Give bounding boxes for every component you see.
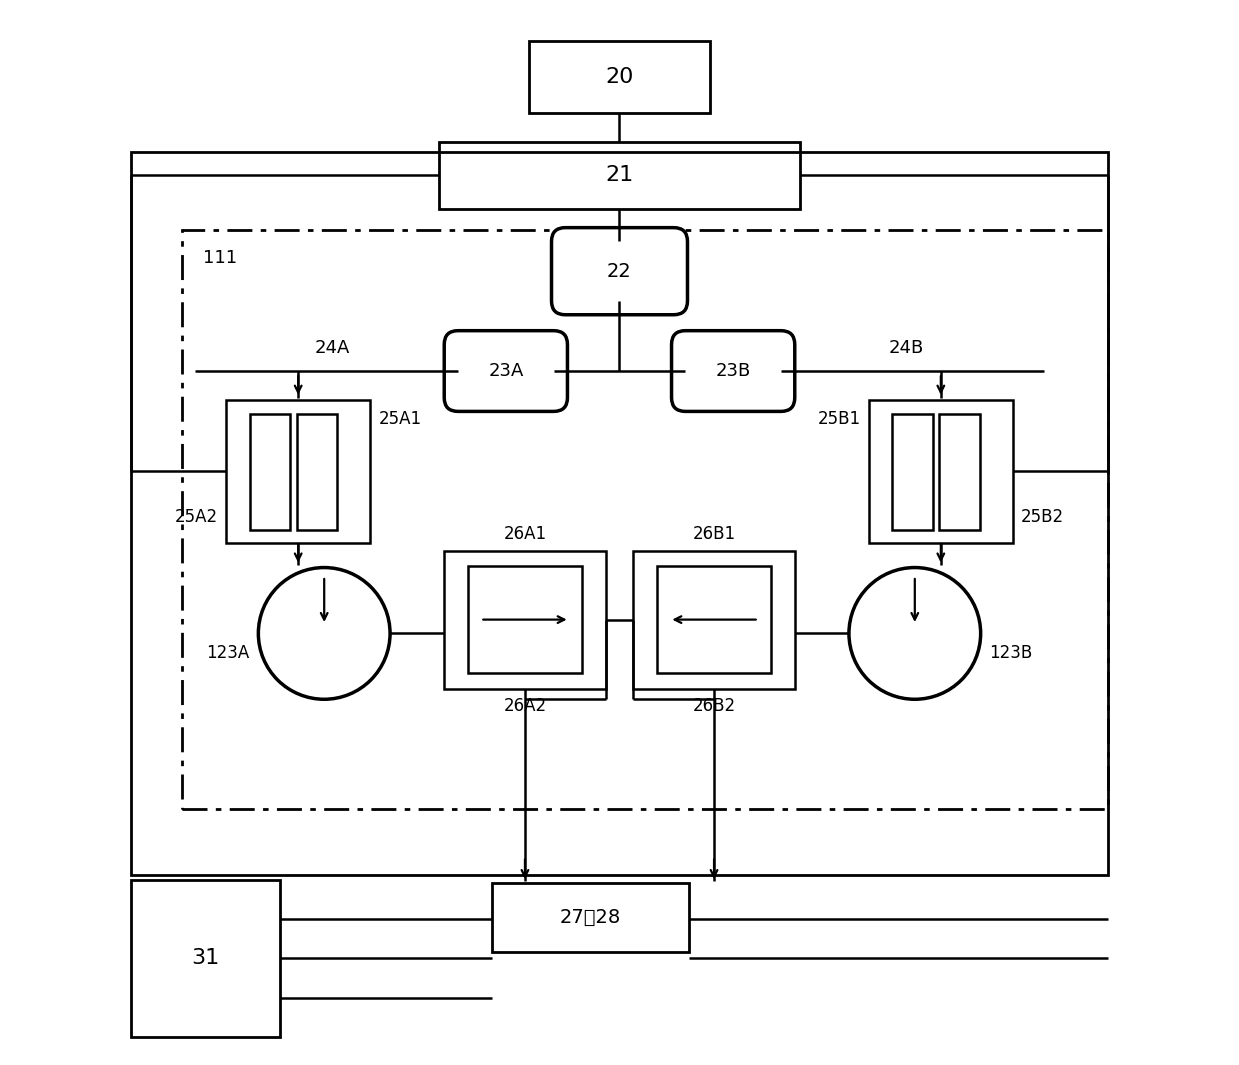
Bar — [439, 142, 800, 209]
Text: 31: 31 — [191, 949, 219, 968]
Bar — [529, 40, 710, 113]
FancyBboxPatch shape — [672, 330, 794, 411]
Bar — [131, 152, 1108, 874]
Bar — [492, 883, 689, 952]
Bar — [131, 880, 280, 1037]
Bar — [182, 230, 1108, 808]
Bar — [445, 551, 606, 689]
Text: 25B1: 25B1 — [818, 410, 861, 428]
Text: 25A1: 25A1 — [378, 410, 421, 428]
Text: 26B1: 26B1 — [693, 525, 736, 542]
Bar — [467, 567, 582, 673]
Text: 25A2: 25A2 — [175, 508, 218, 525]
Bar — [939, 413, 980, 530]
Text: 22: 22 — [607, 262, 632, 281]
Bar — [657, 567, 772, 673]
Bar — [250, 413, 290, 530]
Circle shape — [849, 568, 980, 700]
Text: 27、28: 27、28 — [560, 908, 621, 927]
Text: 111: 111 — [203, 249, 237, 267]
Text: 23B: 23B — [716, 362, 751, 380]
FancyBboxPatch shape — [551, 228, 688, 315]
Bar — [227, 399, 370, 543]
Text: 26A1: 26A1 — [503, 525, 546, 542]
Bar — [633, 551, 794, 689]
Text: 24A: 24A — [315, 339, 351, 357]
FancyBboxPatch shape — [445, 330, 567, 411]
Text: 21: 21 — [606, 165, 633, 185]
Circle shape — [259, 568, 390, 700]
Text: 26B2: 26B2 — [693, 697, 736, 715]
Text: 123B: 123B — [989, 643, 1032, 661]
Text: 23A: 23A — [488, 362, 524, 380]
Text: 123A: 123A — [207, 643, 250, 661]
Text: 25B2: 25B2 — [1021, 508, 1064, 525]
Bar — [296, 413, 337, 530]
Text: 20: 20 — [606, 67, 633, 87]
Text: 24B: 24B — [888, 339, 924, 357]
Bar — [892, 413, 933, 530]
Bar — [869, 399, 1012, 543]
Text: 26A2: 26A2 — [503, 697, 546, 715]
